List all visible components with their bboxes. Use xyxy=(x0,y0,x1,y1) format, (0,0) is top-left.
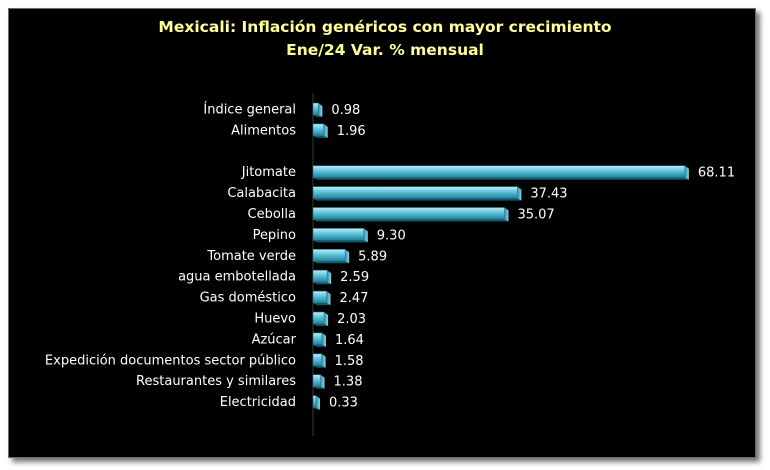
category-label-expedicion-documentos-sector-publico: Expedición documentos sector público xyxy=(45,353,296,368)
category-label-gas-domestico: Gas doméstico xyxy=(200,291,296,306)
category-labels: Índice general Alimentos Jitomate Calabacit… xyxy=(45,102,297,411)
data-label-alimentos: 1.96 xyxy=(337,124,366,139)
bar-huevo xyxy=(312,311,329,326)
data-label-pepino: 9.30 xyxy=(377,228,406,243)
data-label-agua-embotellada: 2.59 xyxy=(340,270,369,285)
category-label-cebolla: Cebolla xyxy=(248,207,296,222)
data-label-restaurantes-y-similares: 1.38 xyxy=(334,375,363,390)
category-label-azucar: Azúcar xyxy=(252,332,297,347)
category-label-huevo: Huevo xyxy=(254,312,296,327)
data-labels: 0.98 1.96 68.11 37.43 35.07 9.30 5.89 2.59 2.47 2… xyxy=(329,103,735,411)
category-label-indice-general: Índice general xyxy=(203,102,296,118)
bar-tomate-verde xyxy=(312,249,350,264)
chart-title-block: Mexicali: Inflación genéricos con mayor … xyxy=(0,16,770,62)
data-label-calabacita: 37.43 xyxy=(530,187,567,202)
bar-agua-embotellada xyxy=(312,269,332,285)
data-label-expedicion-documentos-sector-publico: 1.58 xyxy=(335,354,364,369)
bar-restaurantes-y-similares xyxy=(312,374,325,389)
category-label-restaurantes-y-similares: Restaurantes y similares xyxy=(136,374,296,389)
data-label-gas-domestico: 2.47 xyxy=(339,291,368,306)
category-label-alimentos: Alimentos xyxy=(231,123,296,138)
data-label-cebolla: 35.07 xyxy=(517,208,554,223)
chart-subtitle: Ene/24 Var. % mensual xyxy=(286,41,484,59)
bar-gas-domestico xyxy=(312,290,331,306)
category-label-calabacita: Calabacita xyxy=(227,186,296,201)
bar-calabacita xyxy=(312,186,522,201)
data-label-azucar: 1.64 xyxy=(335,333,364,348)
data-label-indice-general: 0.98 xyxy=(331,103,360,118)
data-label-tomate-verde: 5.89 xyxy=(358,249,387,264)
bar-jitomate xyxy=(312,165,689,180)
chart-title: Mexicali: Inflación genéricos con mayor … xyxy=(158,18,612,36)
data-label-huevo: 2.03 xyxy=(337,312,366,327)
bar-alimentos xyxy=(312,123,328,138)
category-label-electricidad: Electricidad xyxy=(220,395,296,410)
bar-pepino xyxy=(312,228,368,243)
category-label-jitomate: Jitomate xyxy=(241,165,296,180)
chart-frame xyxy=(8,8,756,458)
category-label-pepino: Pepino xyxy=(253,228,296,243)
data-label-electricidad: 0.33 xyxy=(329,396,358,411)
bar-expedicion-documentos-sector-publico xyxy=(312,353,326,368)
data-label-jitomate: 68.11 xyxy=(698,166,735,181)
bar-electricidad xyxy=(312,395,320,410)
category-label-tomate-verde: Tomate verde xyxy=(206,249,296,264)
bar-indice-general xyxy=(312,102,323,117)
bar-series xyxy=(312,102,689,410)
bar-cebolla xyxy=(312,207,509,222)
bar-azucar xyxy=(312,332,326,347)
category-label-agua-embotellada: agua embotellada xyxy=(178,270,296,285)
